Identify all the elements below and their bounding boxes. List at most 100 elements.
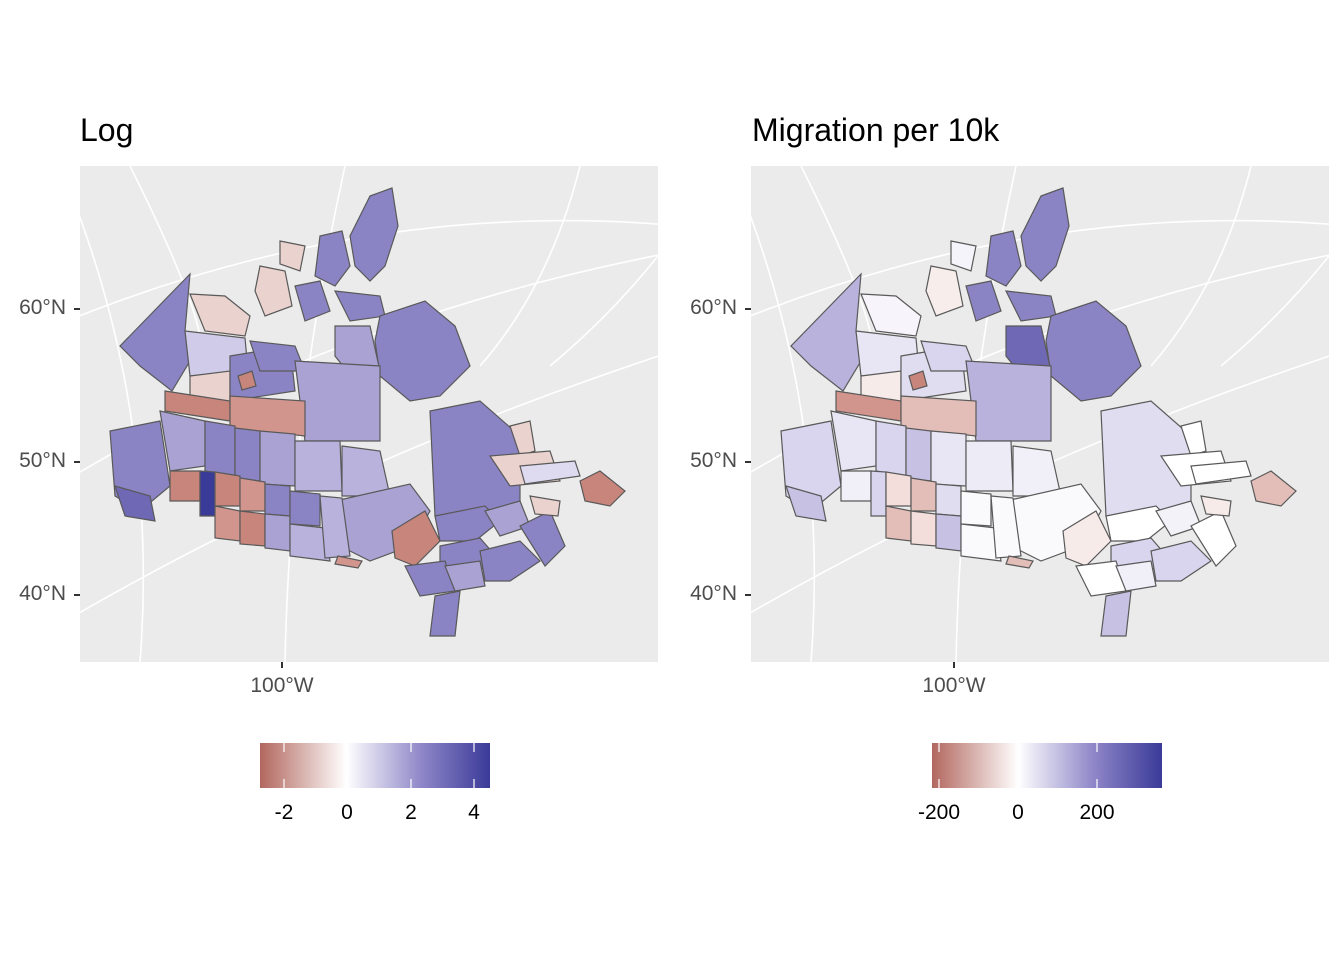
region (169, 470, 201, 502)
region (935, 483, 962, 517)
region (204, 420, 236, 477)
region (279, 240, 306, 272)
map-area (751, 166, 1329, 662)
map-area (80, 166, 658, 662)
region (234, 427, 261, 482)
region (1190, 510, 1237, 567)
region (444, 560, 486, 592)
region (1200, 495, 1232, 517)
region (1115, 560, 1157, 592)
region (1020, 187, 1070, 282)
map-svg (80, 166, 658, 662)
region (1100, 590, 1132, 637)
region (294, 360, 381, 442)
region (434, 505, 501, 542)
regions (780, 187, 1297, 637)
region (239, 477, 266, 512)
region (519, 510, 566, 567)
region (960, 490, 992, 527)
region (429, 590, 461, 637)
y-tick-mark (745, 594, 751, 596)
region (189, 293, 251, 337)
region (214, 505, 241, 542)
region (254, 265, 293, 317)
region (985, 230, 1022, 287)
color-legend-bar (260, 743, 490, 788)
region (990, 495, 1022, 559)
region (1004, 290, 1057, 322)
region (264, 513, 291, 552)
region (1180, 420, 1207, 457)
region (264, 483, 291, 517)
region (910, 510, 937, 547)
y-tick-mark (74, 308, 80, 310)
region (930, 430, 967, 487)
map-svg (751, 166, 1329, 662)
region (333, 290, 386, 322)
region (341, 445, 391, 497)
region (479, 540, 541, 582)
region (519, 460, 581, 485)
color-legend-bar (932, 743, 1162, 788)
legend-label: 0 (1012, 801, 1024, 824)
legend-label: 2 (405, 801, 417, 824)
region (334, 555, 363, 569)
region (935, 513, 962, 552)
region (349, 187, 399, 282)
region (509, 420, 536, 457)
legend-label: -200 (917, 801, 961, 824)
region (119, 272, 191, 392)
region (1045, 300, 1142, 402)
region (579, 470, 626, 507)
legend-label: -2 (274, 801, 294, 824)
region (1105, 505, 1172, 542)
region (319, 495, 351, 559)
x-tick-label: 100°W (250, 674, 314, 697)
legend-label: 200 (1079, 801, 1115, 824)
region (910, 477, 937, 512)
region (960, 523, 1002, 562)
map-panel-migration: Migration per 10k (672, 0, 1344, 960)
region (925, 265, 964, 317)
x-tick-label: 100°W (922, 674, 986, 697)
y-tick-mark (74, 461, 80, 463)
region (529, 495, 561, 517)
region (885, 471, 912, 507)
y-tick-label: 60°N (690, 296, 737, 319)
y-tick-label: 40°N (690, 582, 737, 605)
panel-title: Log (80, 112, 134, 148)
legend-label: 4 (468, 801, 480, 824)
legend-gradient (932, 743, 1162, 788)
y-tick-mark (745, 308, 751, 310)
region (289, 523, 331, 562)
region (1005, 555, 1034, 569)
region (199, 470, 216, 517)
region (214, 471, 241, 507)
region (1012, 445, 1062, 497)
map-panel-log: Log (19, 112, 658, 824)
panel-title: Migration per 10k (752, 112, 1000, 148)
region (840, 470, 872, 502)
region (965, 360, 1052, 442)
y-tick-label: 60°N (19, 296, 66, 319)
region (229, 395, 306, 437)
region (900, 395, 977, 437)
x-tick-mark (281, 662, 283, 668)
region (374, 300, 471, 402)
y-tick-label: 50°N (19, 449, 66, 472)
region (237, 370, 257, 391)
region (294, 280, 331, 322)
region (860, 293, 922, 337)
region (294, 440, 343, 492)
region (239, 510, 266, 547)
region (965, 440, 1014, 492)
region (1150, 540, 1212, 582)
region (259, 430, 296, 487)
region (790, 272, 862, 392)
region (314, 230, 351, 287)
region (885, 505, 912, 542)
region (391, 510, 441, 567)
region (908, 370, 928, 391)
region (785, 485, 827, 522)
region (1062, 510, 1112, 567)
